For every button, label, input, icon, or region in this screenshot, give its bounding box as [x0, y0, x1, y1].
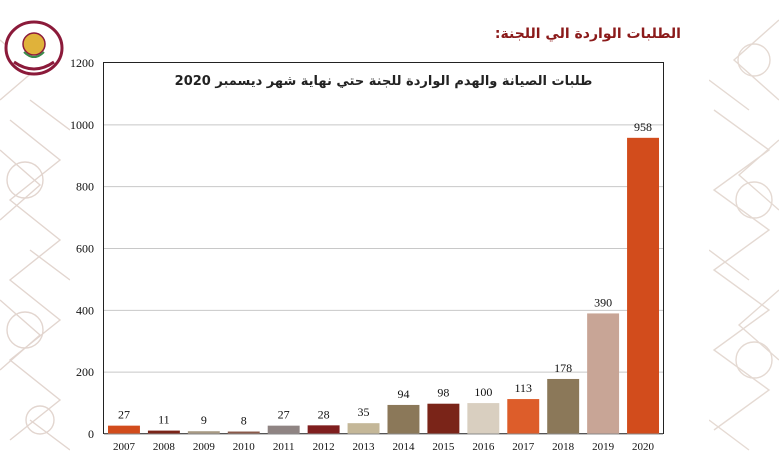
chart-title: طلبات الصيانة والهدم الواردة للجنة حتي ن…	[174, 74, 593, 89]
data-label: 390	[594, 295, 612, 309]
data-label: 28	[318, 407, 330, 421]
ministry-emblem-icon	[4, 20, 64, 76]
data-label: 27	[118, 408, 130, 422]
bar	[187, 431, 220, 434]
bar	[347, 423, 380, 434]
bar	[107, 425, 140, 434]
bar	[227, 431, 260, 434]
bar	[307, 425, 340, 434]
bar	[147, 430, 180, 434]
data-label: 27	[278, 408, 290, 422]
bar	[627, 137, 660, 434]
data-label: 100	[474, 385, 492, 399]
bar	[547, 378, 580, 434]
x-tick-label: 2020	[632, 441, 655, 453]
data-label: 94	[397, 387, 409, 401]
y-tick-label: 600	[76, 242, 94, 256]
bar	[507, 399, 540, 434]
y-tick-label: 1000	[70, 118, 94, 132]
y-tick-label: 800	[76, 180, 94, 194]
data-label: 958	[634, 120, 652, 134]
y-tick-label: 200	[76, 365, 94, 379]
x-tick-label: 2014	[392, 441, 415, 453]
data-label: 35	[358, 405, 370, 419]
x-tick-label: 2009	[193, 441, 216, 453]
data-label: 9	[201, 413, 207, 427]
y-tick-label: 1200	[70, 56, 94, 70]
y-tick-label: 0	[88, 427, 94, 441]
x-tick-label: 2011	[273, 441, 295, 453]
x-tick-label: 2007	[113, 441, 136, 453]
bar	[267, 425, 300, 434]
x-tick-label: 2010	[233, 441, 256, 453]
data-label: 113	[514, 381, 532, 395]
arabesque-ornament-right	[709, 19, 779, 451]
x-tick-label: 2019	[592, 441, 615, 453]
data-label: 8	[241, 414, 247, 428]
y-tick-label: 400	[76, 303, 94, 317]
x-tick-label: 2017	[512, 441, 535, 453]
x-tick-label: 2012	[313, 441, 335, 453]
x-tick-label: 2016	[472, 441, 495, 453]
data-label: 98	[437, 386, 449, 400]
data-label: 178	[554, 361, 572, 375]
section-heading: الطلبات الواردة الي اللجنة:	[494, 26, 681, 42]
bar	[467, 403, 500, 434]
x-tick-label: 2008	[153, 441, 176, 453]
bar	[587, 313, 620, 434]
x-tick-label: 2015	[432, 441, 455, 453]
bar	[387, 404, 420, 434]
x-tick-label: 2018	[552, 441, 575, 453]
bar	[427, 403, 460, 434]
data-label: 11	[158, 413, 170, 427]
x-tick-label: 2013	[353, 441, 376, 453]
